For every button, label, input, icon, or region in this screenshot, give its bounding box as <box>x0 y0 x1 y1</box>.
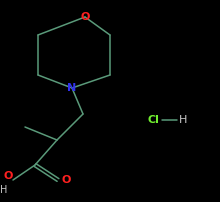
Text: N: N <box>67 83 77 93</box>
Text: H: H <box>0 185 8 195</box>
Text: O: O <box>61 175 71 185</box>
Text: O: O <box>80 12 90 22</box>
Text: O: O <box>3 171 13 181</box>
Text: Cl: Cl <box>147 115 159 125</box>
Text: H: H <box>179 115 187 125</box>
